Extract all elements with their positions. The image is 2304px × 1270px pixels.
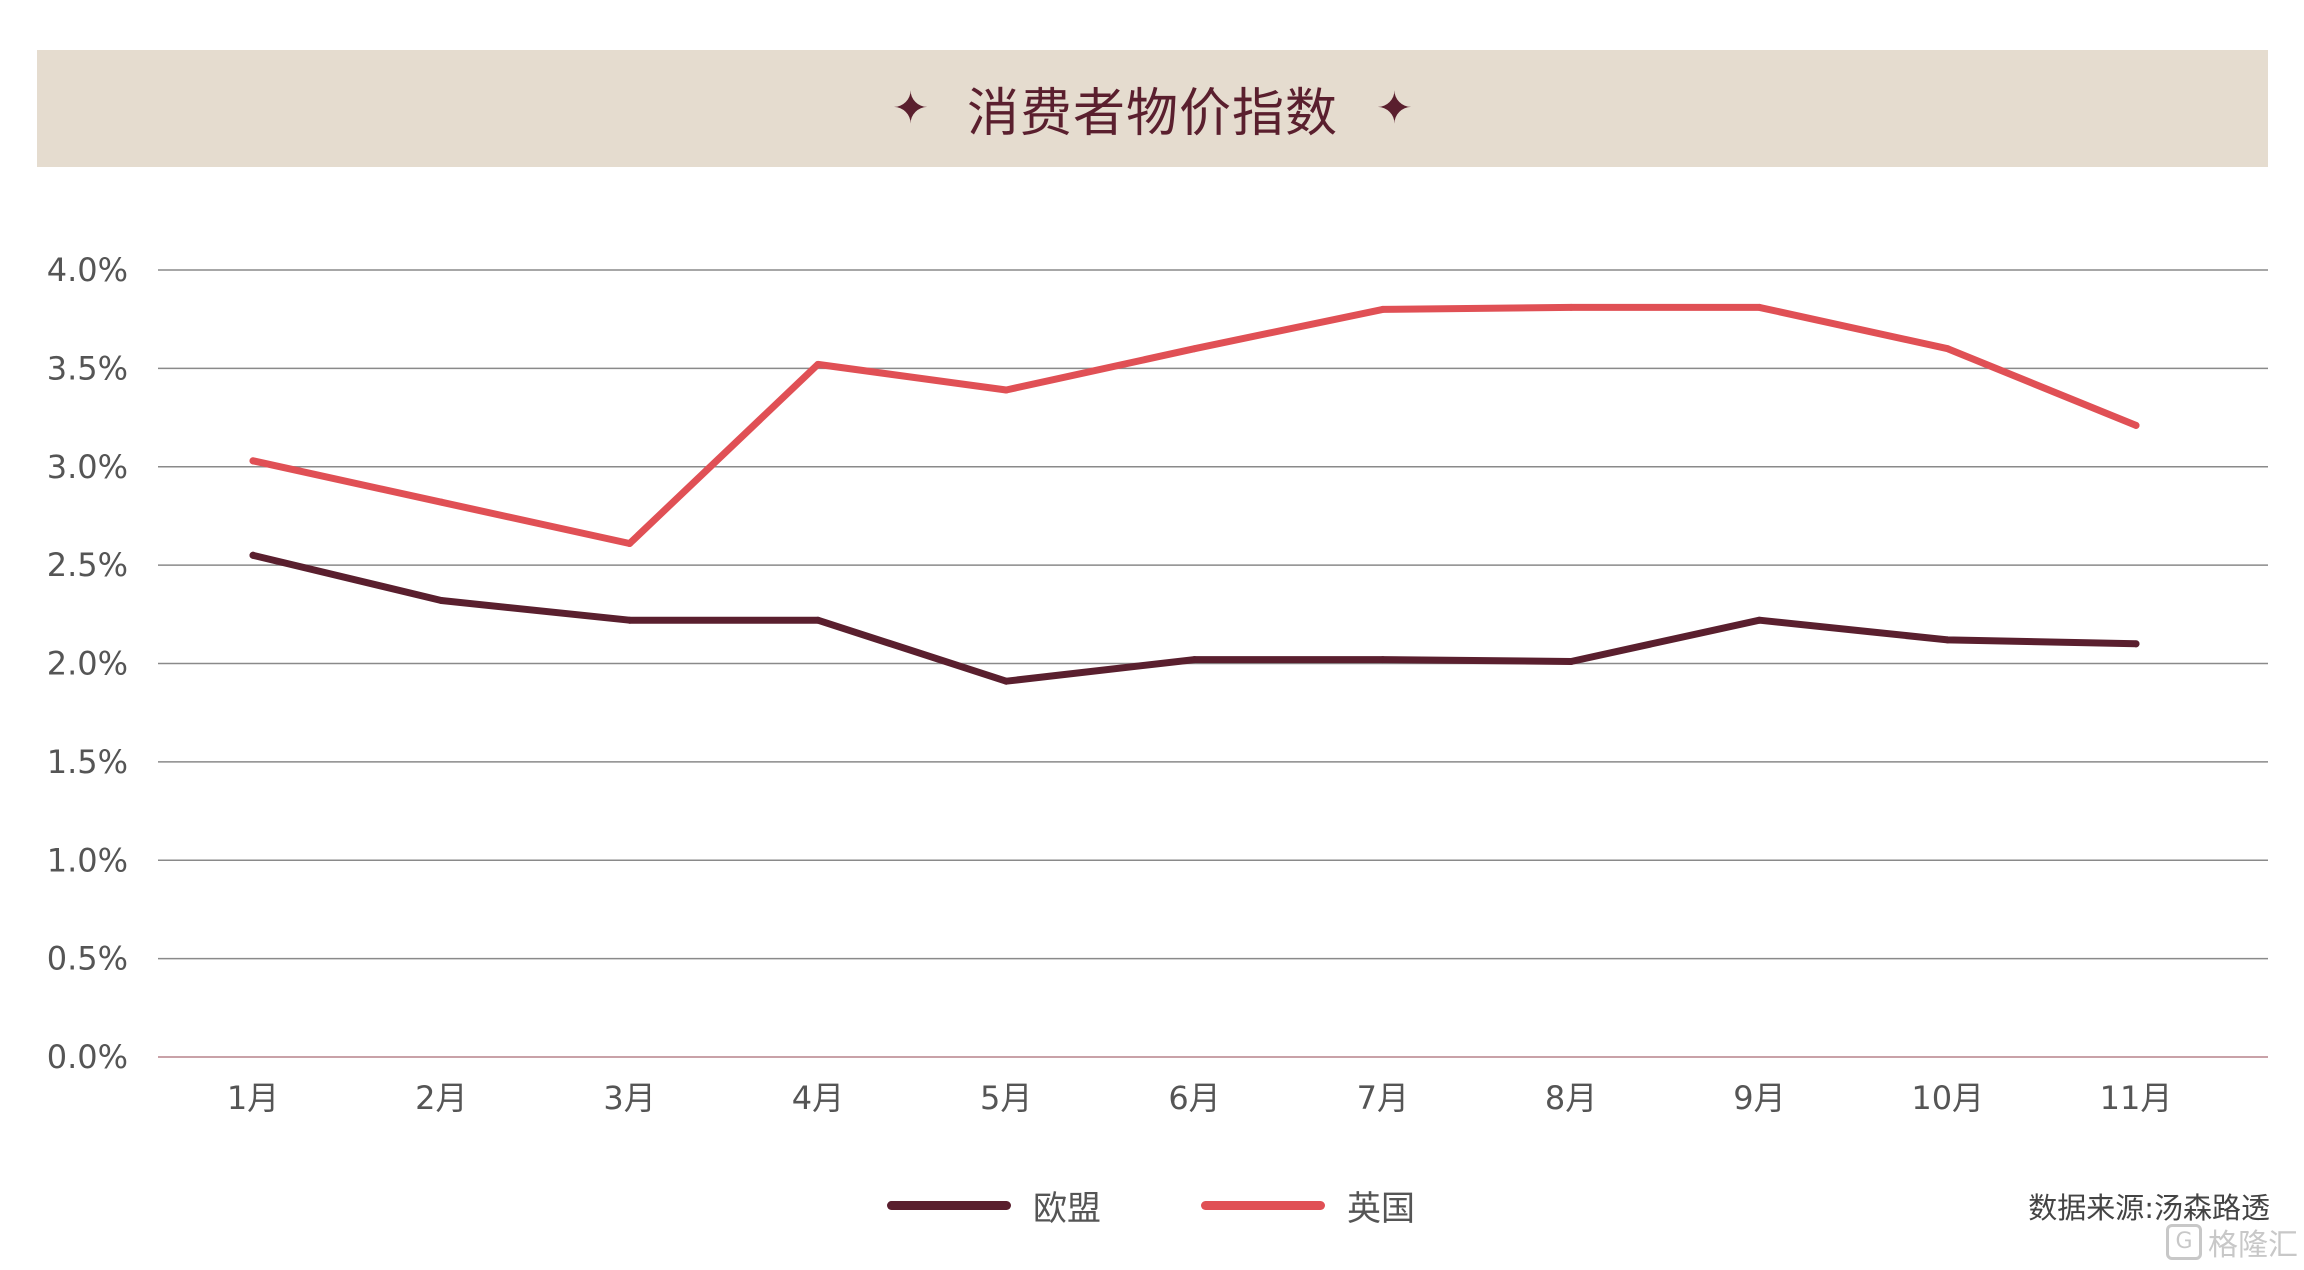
data-point — [1002, 386, 1010, 394]
legend-label-eu: 欧盟 — [1033, 1188, 1101, 1229]
data-point — [1944, 636, 1952, 644]
x-tick-label: 5月 — [980, 1079, 1032, 1117]
x-axis-ticks: 1月 2月 3月 4月 5月 6月 7月 8月 9月 10月 11月 — [227, 1079, 2173, 1117]
x-tick-label: 4月 — [792, 1079, 844, 1117]
legend-label-uk: 英国 — [1347, 1188, 1415, 1229]
x-tick-label: 8月 — [1545, 1079, 1597, 1117]
legend-swatch-eu — [887, 1200, 1011, 1210]
watermark-text: 格隆汇 — [2208, 1228, 2298, 1263]
x-tick-label: 3月 — [603, 1079, 655, 1117]
data-point — [1944, 345, 1952, 353]
data-point — [249, 551, 257, 559]
data-point — [437, 498, 445, 506]
data-point — [626, 616, 634, 624]
star-right-icon: ✦ — [1376, 82, 1413, 134]
g-logo-icon: G — [2166, 1224, 2202, 1260]
x-tick-label: 9月 — [1733, 1079, 1785, 1117]
x-tick-label: 6月 — [1168, 1079, 1220, 1117]
y-tick-label: 1.5% — [47, 743, 128, 781]
y-tick-label: 4.0% — [47, 251, 128, 289]
chart-title-bar: ✦ 消费者物价指数 ✦ — [37, 50, 2268, 167]
y-tick-label: 3.0% — [47, 448, 128, 486]
series-layer — [249, 303, 2140, 685]
y-tick-label: 3.5% — [47, 349, 128, 387]
x-tick-label: 11月 — [2100, 1079, 2173, 1117]
x-tick-label: 7月 — [1357, 1079, 1409, 1117]
chart-title: 消费者物价指数 — [966, 84, 1338, 144]
legend-swatch-uk — [1201, 1200, 1325, 1210]
x-tick-label: 10月 — [1911, 1079, 1984, 1117]
data-point — [1191, 345, 1198, 353]
legend: 欧盟 英国 — [0, 1175, 2304, 1235]
watermark: G 格隆汇 — [2166, 1220, 2298, 1264]
data-point — [2132, 421, 2140, 429]
data-point — [437, 597, 445, 605]
data-point — [1191, 656, 1198, 664]
data-point — [1379, 656, 1387, 664]
data-point — [249, 457, 257, 465]
y-tick-label: 2.0% — [47, 645, 128, 683]
data-point — [626, 539, 634, 547]
x-tick-label: 1月 — [227, 1079, 279, 1117]
y-tick-label: 0.5% — [47, 940, 128, 978]
data-point — [1755, 303, 1763, 311]
y-tick-label: 1.0% — [47, 841, 128, 879]
y-tick-label: 2.5% — [47, 546, 128, 584]
data-point — [2132, 640, 2140, 648]
legend-item-eu: 欧盟 — [887, 1175, 1101, 1235]
data-point — [814, 360, 822, 368]
legend-item-uk: 英国 — [1201, 1175, 1415, 1235]
y-axis-ticks: 0.0% 0.5% 1.0% 1.5% 2.0% 2.5% 3.0% 3.5% 4.0% — [47, 251, 128, 1076]
data-source-note: 数据来源:汤森路透 — [2028, 1191, 2270, 1225]
data-point — [814, 616, 822, 624]
data-point — [1002, 677, 1010, 685]
series-line-1 — [249, 303, 2140, 547]
star-left-icon: ✦ — [892, 82, 929, 134]
data-point — [1567, 303, 1575, 311]
data-point — [1755, 616, 1763, 624]
data-point — [1379, 305, 1387, 313]
x-tick-label: 2月 — [415, 1079, 467, 1117]
data-point — [1567, 658, 1575, 666]
y-tick-label: 0.0% — [47, 1038, 128, 1076]
grid-layer — [158, 269, 2268, 1058]
